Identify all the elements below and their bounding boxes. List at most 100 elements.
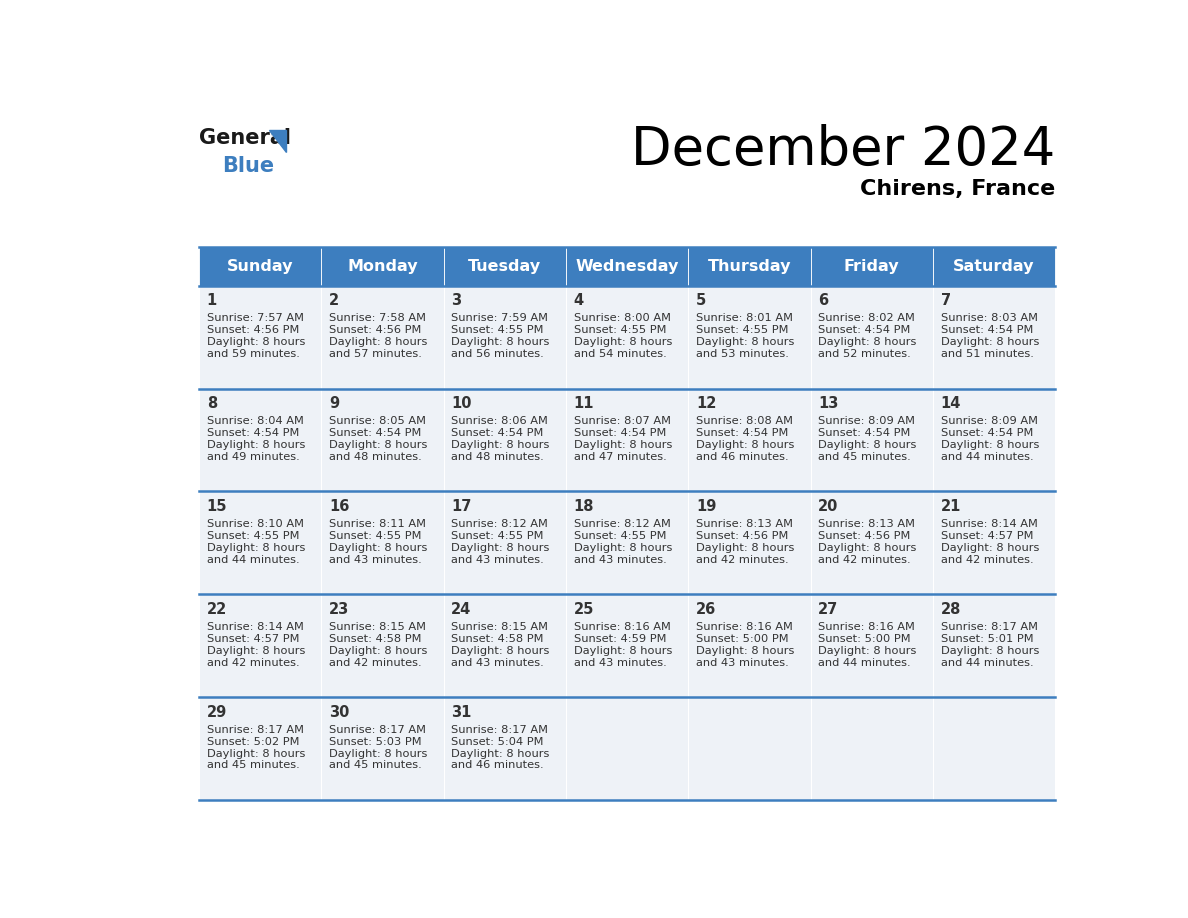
Text: and 42 minutes.: and 42 minutes. [696,554,789,565]
Text: Daylight: 8 hours: Daylight: 8 hours [451,440,550,450]
Bar [565,388,688,491]
Text: and 45 minutes.: and 45 minutes. [819,452,911,462]
Bar [810,594,933,697]
Text: Wednesday: Wednesday [575,259,678,274]
Text: Monday: Monday [347,259,418,274]
Text: and 59 minutes.: and 59 minutes. [207,349,299,359]
Text: and 46 minutes.: and 46 minutes. [451,760,544,770]
Text: Sunrise: 8:11 AM: Sunrise: 8:11 AM [329,520,426,529]
Text: and 52 minutes.: and 52 minutes. [819,349,911,359]
Bar [933,697,1055,800]
Text: 15: 15 [207,499,227,514]
Bar [321,388,443,491]
Bar [688,697,810,800]
Bar [321,491,443,594]
Text: and 44 minutes.: and 44 minutes. [207,554,299,565]
Text: 14: 14 [941,397,961,411]
Text: Sunset: 4:55 PM: Sunset: 4:55 PM [696,325,789,335]
Text: Sunrise: 8:01 AM: Sunrise: 8:01 AM [696,313,792,323]
Bar [443,247,565,285]
Text: Daylight: 8 hours: Daylight: 8 hours [207,645,305,655]
Text: and 44 minutes.: and 44 minutes. [941,657,1034,667]
Text: and 53 minutes.: and 53 minutes. [696,349,789,359]
Text: Sunrise: 8:04 AM: Sunrise: 8:04 AM [207,416,303,426]
Text: Sunset: 4:54 PM: Sunset: 4:54 PM [941,428,1034,438]
Text: 27: 27 [819,602,839,617]
Text: Daylight: 8 hours: Daylight: 8 hours [207,440,305,450]
Bar [321,285,443,388]
Text: Sunrise: 8:13 AM: Sunrise: 8:13 AM [696,520,792,529]
Text: 28: 28 [941,602,961,617]
Text: and 42 minutes.: and 42 minutes. [819,554,911,565]
Text: Daylight: 8 hours: Daylight: 8 hours [451,645,550,655]
Text: Friday: Friday [843,259,899,274]
Text: Daylight: 8 hours: Daylight: 8 hours [207,543,305,553]
Text: and 44 minutes.: and 44 minutes. [941,452,1034,462]
Bar [688,285,810,388]
Text: Blue: Blue [222,156,274,176]
Text: and 43 minutes.: and 43 minutes. [451,657,544,667]
Text: General: General [198,128,291,148]
Bar [933,247,1055,285]
Text: Sunset: 4:54 PM: Sunset: 4:54 PM [941,325,1034,335]
Text: Daylight: 8 hours: Daylight: 8 hours [819,645,917,655]
Bar [443,594,565,697]
Text: Sunset: 4:55 PM: Sunset: 4:55 PM [207,531,299,541]
Text: 22: 22 [207,602,227,617]
Text: 10: 10 [451,397,472,411]
Text: and 47 minutes.: and 47 minutes. [574,452,666,462]
Text: and 43 minutes.: and 43 minutes. [574,657,666,667]
Bar [321,247,443,285]
Text: Sunrise: 8:15 AM: Sunrise: 8:15 AM [451,622,549,633]
Text: Sunrise: 7:57 AM: Sunrise: 7:57 AM [207,313,304,323]
Text: Daylight: 8 hours: Daylight: 8 hours [941,337,1040,347]
Text: 2: 2 [329,294,339,308]
Text: Sunset: 4:54 PM: Sunset: 4:54 PM [207,428,299,438]
Text: 5: 5 [696,294,706,308]
Text: Sunrise: 8:16 AM: Sunrise: 8:16 AM [819,622,915,633]
Text: Daylight: 8 hours: Daylight: 8 hours [574,543,672,553]
Text: Daylight: 8 hours: Daylight: 8 hours [819,440,917,450]
Text: Sunset: 4:54 PM: Sunset: 4:54 PM [329,428,422,438]
Bar [198,697,321,800]
Text: and 42 minutes.: and 42 minutes. [941,554,1034,565]
Bar [198,247,321,285]
Text: Sunrise: 8:14 AM: Sunrise: 8:14 AM [207,622,303,633]
Text: Sunset: 4:57 PM: Sunset: 4:57 PM [207,634,299,644]
Bar [565,285,688,388]
Bar [565,247,688,285]
Text: Sunset: 4:58 PM: Sunset: 4:58 PM [329,634,422,644]
Bar [688,594,810,697]
Text: Daylight: 8 hours: Daylight: 8 hours [574,440,672,450]
Bar [810,697,933,800]
Text: 13: 13 [819,397,839,411]
Text: and 43 minutes.: and 43 minutes. [574,554,666,565]
Text: 26: 26 [696,602,716,617]
Text: 3: 3 [451,294,461,308]
Text: and 48 minutes.: and 48 minutes. [329,452,422,462]
Bar [443,491,565,594]
Text: 23: 23 [329,602,349,617]
Bar [198,594,321,697]
Text: Daylight: 8 hours: Daylight: 8 hours [451,748,550,758]
Bar [933,491,1055,594]
Text: Sunrise: 8:08 AM: Sunrise: 8:08 AM [696,416,792,426]
Text: Sunset: 4:56 PM: Sunset: 4:56 PM [819,531,911,541]
Text: Sunrise: 8:17 AM: Sunrise: 8:17 AM [451,725,549,735]
Text: Daylight: 8 hours: Daylight: 8 hours [329,337,428,347]
Text: Sunset: 4:55 PM: Sunset: 4:55 PM [451,531,544,541]
Bar [198,491,321,594]
Text: Sunrise: 8:10 AM: Sunrise: 8:10 AM [207,520,304,529]
Text: Sunday: Sunday [227,259,293,274]
Bar [443,697,565,800]
Text: 8: 8 [207,397,217,411]
Text: 9: 9 [329,397,339,411]
Text: Sunset: 5:02 PM: Sunset: 5:02 PM [207,737,299,746]
Bar [933,388,1055,491]
Bar [933,594,1055,697]
Text: Daylight: 8 hours: Daylight: 8 hours [941,645,1040,655]
Text: Sunset: 4:55 PM: Sunset: 4:55 PM [451,325,544,335]
Bar [198,388,321,491]
Text: Sunrise: 8:03 AM: Sunrise: 8:03 AM [941,313,1037,323]
Text: and 48 minutes.: and 48 minutes. [451,452,544,462]
